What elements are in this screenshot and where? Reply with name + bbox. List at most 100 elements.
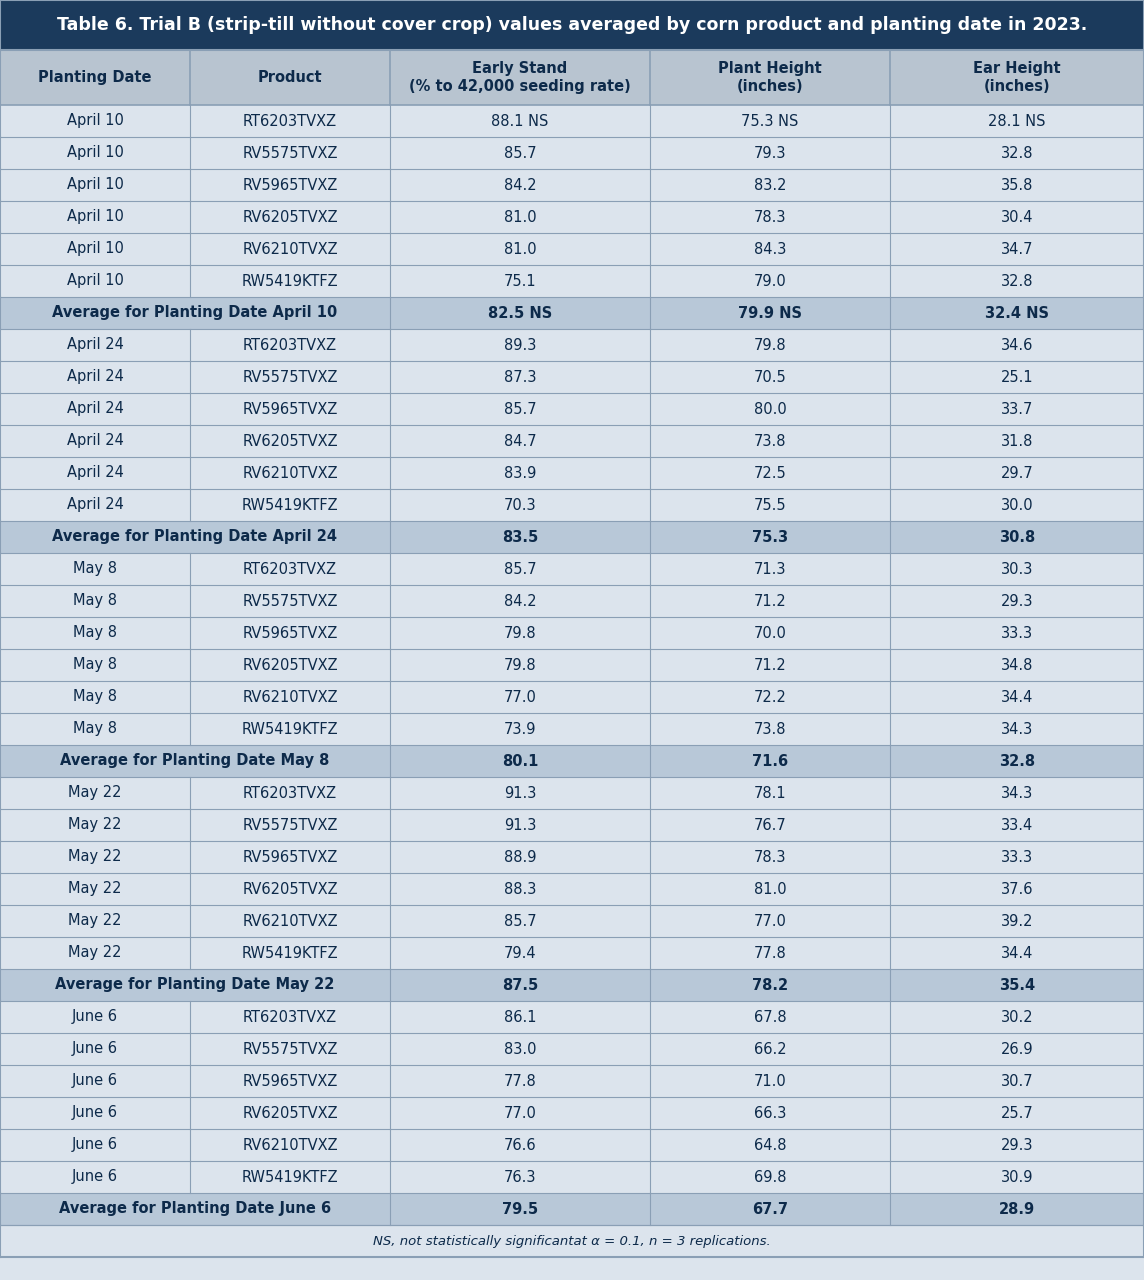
Text: Average for Planting Date April 10: Average for Planting Date April 10 xyxy=(53,306,337,320)
Bar xyxy=(0,489,1144,521)
Bar xyxy=(0,681,1144,713)
Text: 32.8: 32.8 xyxy=(1001,146,1033,160)
Text: 75.3: 75.3 xyxy=(752,530,788,544)
Text: 81.0: 81.0 xyxy=(503,242,537,256)
Bar xyxy=(0,969,1144,1001)
Text: 33.7: 33.7 xyxy=(1001,402,1033,416)
Text: 29.7: 29.7 xyxy=(1001,466,1033,480)
Text: RV6210TVXZ: RV6210TVXZ xyxy=(243,690,337,704)
Text: 71.3: 71.3 xyxy=(754,562,786,576)
Text: 87.3: 87.3 xyxy=(503,370,537,384)
Text: 33.4: 33.4 xyxy=(1001,818,1033,832)
Text: May 8: May 8 xyxy=(73,690,117,704)
Text: RT6203TVXZ: RT6203TVXZ xyxy=(243,1010,337,1024)
Text: RV5965TVXZ: RV5965TVXZ xyxy=(243,1074,337,1088)
Bar xyxy=(0,1257,1144,1280)
Text: 30.4: 30.4 xyxy=(1001,210,1033,224)
Text: 70.5: 70.5 xyxy=(754,370,786,384)
Text: 86.1: 86.1 xyxy=(503,1010,537,1024)
Text: Plant Height
(inches): Plant Height (inches) xyxy=(718,61,821,93)
Text: RV5965TVXZ: RV5965TVXZ xyxy=(243,850,337,864)
Text: 81.0: 81.0 xyxy=(503,210,537,224)
Text: Average for Planting Date April 24: Average for Planting Date April 24 xyxy=(53,530,337,544)
Text: RV5575TVXZ: RV5575TVXZ xyxy=(243,818,337,832)
Bar xyxy=(0,265,1144,297)
Bar xyxy=(0,50,1144,105)
Text: 25.7: 25.7 xyxy=(1001,1106,1033,1120)
Text: 77.0: 77.0 xyxy=(503,690,537,704)
Text: 79.3: 79.3 xyxy=(754,146,786,160)
Text: 83.0: 83.0 xyxy=(503,1042,537,1056)
Text: 76.7: 76.7 xyxy=(754,818,786,832)
Text: 67.8: 67.8 xyxy=(754,1010,786,1024)
Text: RV6205TVXZ: RV6205TVXZ xyxy=(243,210,337,224)
Text: RV6205TVXZ: RV6205TVXZ xyxy=(243,434,337,448)
Bar xyxy=(0,1193,1144,1225)
Text: 83.2: 83.2 xyxy=(754,178,786,192)
Text: 88.9: 88.9 xyxy=(503,850,537,864)
Text: 91.3: 91.3 xyxy=(503,818,537,832)
Text: 25.1: 25.1 xyxy=(1001,370,1033,384)
Text: 78.3: 78.3 xyxy=(754,210,786,224)
Text: RT6203TVXZ: RT6203TVXZ xyxy=(243,786,337,800)
Text: 85.7: 85.7 xyxy=(503,914,537,928)
Text: 73.8: 73.8 xyxy=(754,722,786,736)
Text: RV5965TVXZ: RV5965TVXZ xyxy=(243,402,337,416)
Text: 26.9: 26.9 xyxy=(1001,1042,1033,1056)
Text: Average for Planting Date June 6: Average for Planting Date June 6 xyxy=(59,1202,331,1216)
Text: 70.0: 70.0 xyxy=(754,626,786,640)
Text: April 10: April 10 xyxy=(66,114,124,128)
Bar xyxy=(0,201,1144,233)
Text: April 24: April 24 xyxy=(66,338,124,352)
Text: 79.4: 79.4 xyxy=(503,946,537,960)
Text: 67.7: 67.7 xyxy=(752,1202,788,1216)
Text: RT6203TVXZ: RT6203TVXZ xyxy=(243,562,337,576)
Text: April 10: April 10 xyxy=(66,210,124,224)
Bar xyxy=(0,361,1144,393)
Text: RW5419KTFZ: RW5419KTFZ xyxy=(241,274,339,288)
Text: 30.3: 30.3 xyxy=(1001,562,1033,576)
Bar xyxy=(0,1225,1144,1257)
Text: RV6210TVXZ: RV6210TVXZ xyxy=(243,242,337,256)
Text: 71.2: 71.2 xyxy=(754,658,786,672)
Text: 79.9 NS: 79.9 NS xyxy=(738,306,802,320)
Text: 79.8: 79.8 xyxy=(503,626,537,640)
Bar xyxy=(0,553,1144,585)
Text: 78.1: 78.1 xyxy=(754,786,786,800)
Text: 34.6: 34.6 xyxy=(1001,338,1033,352)
Text: 75.1: 75.1 xyxy=(503,274,537,288)
Text: May 8: May 8 xyxy=(73,594,117,608)
Bar xyxy=(0,521,1144,553)
Bar xyxy=(0,777,1144,809)
Bar xyxy=(0,1097,1144,1129)
Text: 84.7: 84.7 xyxy=(503,434,537,448)
Bar xyxy=(0,649,1144,681)
Text: 66.3: 66.3 xyxy=(754,1106,786,1120)
Text: May 8: May 8 xyxy=(73,626,117,640)
Text: 87.5: 87.5 xyxy=(502,978,538,992)
Text: April 24: April 24 xyxy=(66,466,124,480)
Text: 28.1 NS: 28.1 NS xyxy=(988,114,1046,128)
Text: 79.8: 79.8 xyxy=(503,658,537,672)
Text: Product: Product xyxy=(257,70,323,84)
Text: RW5419KTFZ: RW5419KTFZ xyxy=(241,1170,339,1184)
Text: RT6203TVXZ: RT6203TVXZ xyxy=(243,114,337,128)
Bar xyxy=(0,937,1144,969)
Text: May 8: May 8 xyxy=(73,722,117,736)
Text: 81.0: 81.0 xyxy=(754,882,786,896)
Text: 70.3: 70.3 xyxy=(503,498,537,512)
Text: 71.0: 71.0 xyxy=(754,1074,786,1088)
Text: May 22: May 22 xyxy=(69,818,121,832)
Text: 71.2: 71.2 xyxy=(754,594,786,608)
Text: 71.6: 71.6 xyxy=(752,754,788,768)
Text: 66.2: 66.2 xyxy=(754,1042,786,1056)
Text: 34.4: 34.4 xyxy=(1001,946,1033,960)
Text: 29.3: 29.3 xyxy=(1001,1138,1033,1152)
Text: 83.9: 83.9 xyxy=(503,466,537,480)
Bar xyxy=(0,1161,1144,1193)
Text: June 6: June 6 xyxy=(72,1074,118,1088)
Bar xyxy=(0,425,1144,457)
Text: 82.5 NS: 82.5 NS xyxy=(487,306,553,320)
Text: RV6205TVXZ: RV6205TVXZ xyxy=(243,658,337,672)
Text: Average for Planting Date May 8: Average for Planting Date May 8 xyxy=(61,754,329,768)
